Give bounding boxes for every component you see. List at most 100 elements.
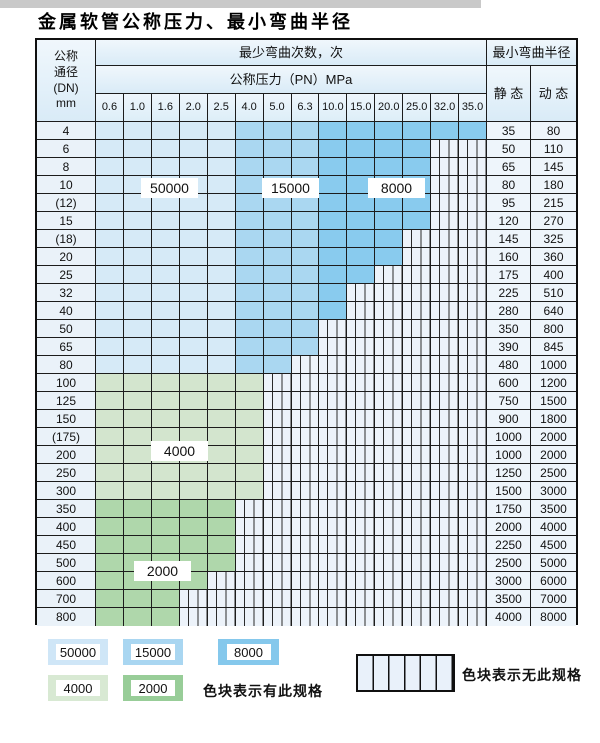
spec-cell	[291, 140, 320, 158]
spec-cell	[123, 518, 152, 536]
spec-cell	[347, 230, 376, 248]
spec-cell	[403, 158, 432, 176]
no-spec-cell	[319, 392, 348, 410]
no-spec-cell	[375, 428, 404, 446]
no-spec-cell	[375, 536, 404, 554]
no-spec-cell	[431, 572, 460, 590]
legend-swatch-label: 4000	[56, 680, 100, 696]
spec-cell	[291, 230, 320, 248]
pn-header-cell: 1.0	[123, 94, 152, 122]
pn-header-cell: 2.5	[207, 94, 236, 122]
spec-cell	[179, 230, 208, 248]
no-spec-cell	[403, 248, 432, 266]
pn-header-cell: 1.6	[151, 94, 180, 122]
no-spec-cell	[291, 536, 320, 554]
no-spec-cell	[403, 374, 432, 392]
scan-gray-strip	[0, 0, 481, 8]
no-spec-cell	[319, 428, 348, 446]
no-spec-cell	[263, 428, 292, 446]
spec-cell	[235, 356, 264, 374]
no-spec-cell	[403, 590, 432, 608]
spec-cell	[403, 140, 432, 158]
no-spec-cell	[459, 302, 487, 320]
no-spec-cell	[459, 608, 487, 626]
spec-cell	[207, 536, 236, 554]
spec-cell	[291, 212, 320, 230]
cycles-header: 最少弯曲次数，次	[96, 40, 487, 66]
no-spec-cell	[375, 356, 404, 374]
no-spec-cell	[319, 536, 348, 554]
no-spec-cell	[431, 212, 460, 230]
static-value-cell: 4000	[487, 608, 531, 626]
spec-cell	[151, 212, 180, 230]
static-value-cell: 2500	[487, 554, 531, 572]
dn-cell: 32	[37, 284, 96, 302]
spec-cell	[375, 212, 404, 230]
dynamic-value-cell: 270	[531, 212, 576, 230]
static-value-cell: 2000	[487, 518, 531, 536]
spec-cell	[179, 392, 208, 410]
no-spec-cell	[235, 590, 264, 608]
no-spec-cell	[431, 338, 460, 356]
no-spec-cell	[403, 518, 432, 536]
spec-cell	[96, 320, 124, 338]
no-spec-cell	[291, 374, 320, 392]
spec-cell	[263, 266, 292, 284]
no-spec-cell	[235, 518, 264, 536]
spec-cell	[96, 356, 124, 374]
spec-cell	[263, 302, 292, 320]
no-spec-cell	[403, 536, 432, 554]
spec-cell	[179, 410, 208, 428]
spec-cell	[96, 464, 124, 482]
spec-cell	[263, 158, 292, 176]
pn-header-cell: 20.0	[375, 94, 404, 122]
no-spec-cell	[459, 320, 487, 338]
no-spec-cell	[431, 536, 460, 554]
no-spec-cell	[263, 500, 292, 518]
spec-cell	[96, 608, 124, 626]
spec-cell	[151, 536, 180, 554]
no-spec-cell	[291, 590, 320, 608]
spec-cell	[179, 500, 208, 518]
no-spec-cell	[375, 464, 404, 482]
static-value-cell: 80	[487, 176, 531, 194]
no-spec-cell	[459, 158, 487, 176]
spec-cell	[235, 482, 264, 500]
pn-header-cell: 10.0	[319, 94, 348, 122]
no-spec-cell	[291, 482, 320, 500]
no-spec-cell	[459, 590, 487, 608]
no-spec-cell	[235, 608, 264, 626]
no-spec-cell	[235, 500, 264, 518]
no-spec-cell	[403, 230, 432, 248]
no-spec-cell	[403, 338, 432, 356]
spec-cell	[123, 356, 152, 374]
spec-cell	[291, 194, 320, 212]
dynamic-value-cell: 3500	[531, 500, 576, 518]
spec-cell	[96, 518, 124, 536]
static-value-cell: 120	[487, 212, 531, 230]
no-spec-cell	[375, 374, 404, 392]
no-spec-cell	[319, 464, 348, 482]
static-value-cell: 1250	[487, 464, 531, 482]
corner-line: (DN)	[53, 80, 79, 95]
spec-cell	[96, 140, 124, 158]
spec-cell	[123, 392, 152, 410]
no-spec-cell	[459, 500, 487, 518]
no-spec-cell	[431, 356, 460, 374]
page-title: 金属软管公称压力、最小弯曲半径	[38, 12, 353, 33]
spec-cell	[207, 554, 236, 572]
no-spec-cell	[319, 320, 348, 338]
no-spec-cell	[319, 446, 348, 464]
spec-cell	[151, 230, 180, 248]
spec-cell	[179, 338, 208, 356]
spec-cell	[123, 374, 152, 392]
no-spec-cell	[347, 500, 376, 518]
spec-cell	[403, 194, 432, 212]
spec-cell	[235, 320, 264, 338]
no-spec-cell	[459, 194, 487, 212]
no-spec-cell	[263, 392, 292, 410]
static-value-cell: 3500	[487, 590, 531, 608]
dynamic-value-cell: 4000	[531, 518, 576, 536]
no-spec-cell	[403, 482, 432, 500]
spec-cell	[263, 338, 292, 356]
